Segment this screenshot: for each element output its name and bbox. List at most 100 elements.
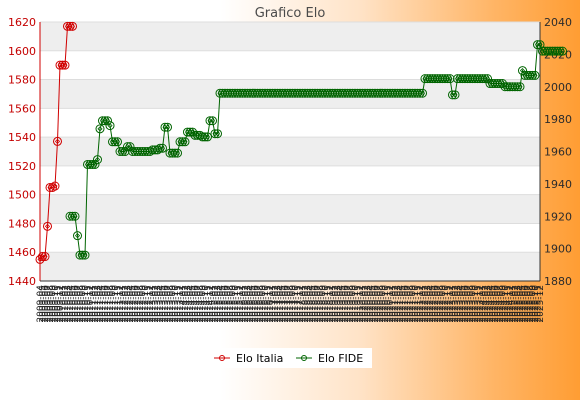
data-point-marker — [92, 161, 98, 168]
x-tick-label: 2025-08 — [526, 285, 536, 323]
x-tick-label: 2010-03 — [64, 285, 74, 323]
data-point-marker — [534, 42, 541, 48]
x-tick-label: 2011-11 — [114, 285, 124, 323]
data-point-marker — [474, 76, 481, 82]
x-tick-label: 2012-12 — [146, 285, 156, 323]
data-point-marker — [409, 90, 416, 96]
data-point-marker — [404, 90, 411, 96]
x-tick-label: 2023-05 — [459, 285, 469, 323]
data-point-marker — [239, 90, 246, 96]
data-point-marker — [559, 48, 566, 54]
data-point-marker — [212, 131, 218, 137]
data-point-marker — [69, 23, 76, 29]
y-right-tick-label: 1940 — [544, 178, 572, 191]
x-tick-label: 2010-09 — [79, 285, 89, 323]
data-point-marker — [354, 90, 361, 96]
data-point-marker — [457, 76, 463, 82]
x-tick-label: 2015-12 — [236, 285, 246, 323]
x-tick-label: 2020-09 — [379, 285, 389, 323]
x-tick-label: 2012-04 — [126, 285, 136, 323]
data-point-marker — [414, 90, 421, 96]
data-point-marker — [182, 139, 188, 145]
data-point-marker — [224, 90, 231, 96]
x-tick-label: 2009-07 — [44, 285, 54, 323]
x-tick-label: 2021-09 — [409, 285, 419, 323]
data-point — [450, 90, 460, 100]
data-point-marker — [337, 90, 343, 96]
x-tick-label: 2017-09 — [289, 285, 299, 323]
x-tick-label: 2010-07 — [74, 285, 84, 323]
data-point-marker — [284, 90, 291, 96]
data-point — [158, 143, 167, 153]
x-tick-label: 2020-05 — [369, 285, 379, 323]
data-point-marker — [72, 213, 78, 219]
data-point-marker — [107, 123, 113, 129]
data-point-marker — [522, 72, 528, 78]
data-point-marker — [492, 80, 498, 87]
grid-band — [40, 22, 540, 51]
legend-label: Elo Italia — [236, 352, 283, 365]
data-point-marker — [172, 150, 178, 156]
x-tick-label: 2012-02 — [121, 285, 131, 323]
grid-bands — [40, 21, 540, 282]
x-tick-label: 2015-04 — [216, 285, 226, 323]
data-point — [535, 40, 545, 50]
data-point-marker — [547, 48, 553, 54]
x-tick-label: 2024-04 — [486, 285, 496, 323]
data-point-marker — [557, 48, 563, 54]
data-point-marker — [42, 253, 48, 260]
data-point-marker — [144, 148, 151, 155]
x-tick-label: 2012-09 — [139, 285, 149, 323]
data-point-marker — [454, 76, 461, 82]
data-point — [35, 254, 45, 264]
x-tick-label: 2021-06 — [401, 285, 411, 323]
x-tick-label: 2014-07 — [194, 285, 204, 323]
data-point-marker — [67, 23, 73, 29]
data-point — [180, 137, 190, 147]
data-point — [173, 148, 182, 158]
x-tick-label: 2011-04 — [96, 285, 106, 323]
x-tick-label: 2025-09 — [529, 285, 539, 323]
x-tick-label: 2025-02 — [511, 285, 521, 323]
x-tick-label: 2020-04 — [366, 285, 376, 323]
data-point-marker — [312, 90, 318, 96]
data-point — [68, 21, 77, 31]
data-point — [498, 79, 507, 89]
y-right-tick-label: 1880 — [544, 275, 572, 288]
data-point — [40, 252, 50, 262]
data-point — [515, 82, 525, 92]
data-point-marker — [164, 124, 171, 130]
x-tick-label: 2015-10 — [231, 285, 241, 323]
data-point-marker — [192, 132, 198, 138]
x-tick-label: 2019-02 — [331, 285, 341, 323]
x-tick-label: 2019-03 — [334, 285, 344, 323]
x-tick-label: 2009-06 — [41, 285, 51, 323]
x-tick-label: 2019-07 — [344, 285, 354, 323]
x-tick-label: 2012-06 — [131, 285, 141, 323]
x-tick-label: 2021-03 — [394, 285, 404, 323]
y-right-tick-label: 1920 — [544, 210, 572, 223]
data-point-marker — [214, 131, 221, 137]
x-tick-label: 2022-12 — [446, 285, 456, 323]
y-right-tick-label: 1900 — [544, 243, 572, 256]
x-tick-label: 2022-10 — [441, 285, 451, 323]
x-tick-label: 2013-03 — [154, 285, 164, 323]
x-tick-label: 2024-11 — [504, 285, 514, 323]
data-point — [60, 60, 70, 70]
data-point-marker — [359, 90, 366, 96]
x-tick-label: 2022-08 — [436, 285, 446, 323]
x-tick-label: 2011-02 — [91, 285, 101, 323]
data-point-marker — [269, 90, 276, 96]
x-tick-label: 2009-08 — [46, 285, 56, 323]
data-point-marker — [459, 76, 466, 82]
x-tick-label: 2011-07 — [104, 285, 114, 323]
data-point-marker — [429, 76, 436, 82]
x-tick-label: 2022-06 — [431, 285, 441, 323]
x-tick-label: 2024-05 — [489, 285, 499, 323]
data-point-marker — [102, 118, 108, 124]
x-tick-label: 2020-01 — [359, 285, 369, 323]
data-point-marker — [204, 134, 211, 140]
x-tick-label: 2009-05 — [39, 285, 49, 323]
x-tick-label: 2009-04 — [36, 285, 46, 323]
